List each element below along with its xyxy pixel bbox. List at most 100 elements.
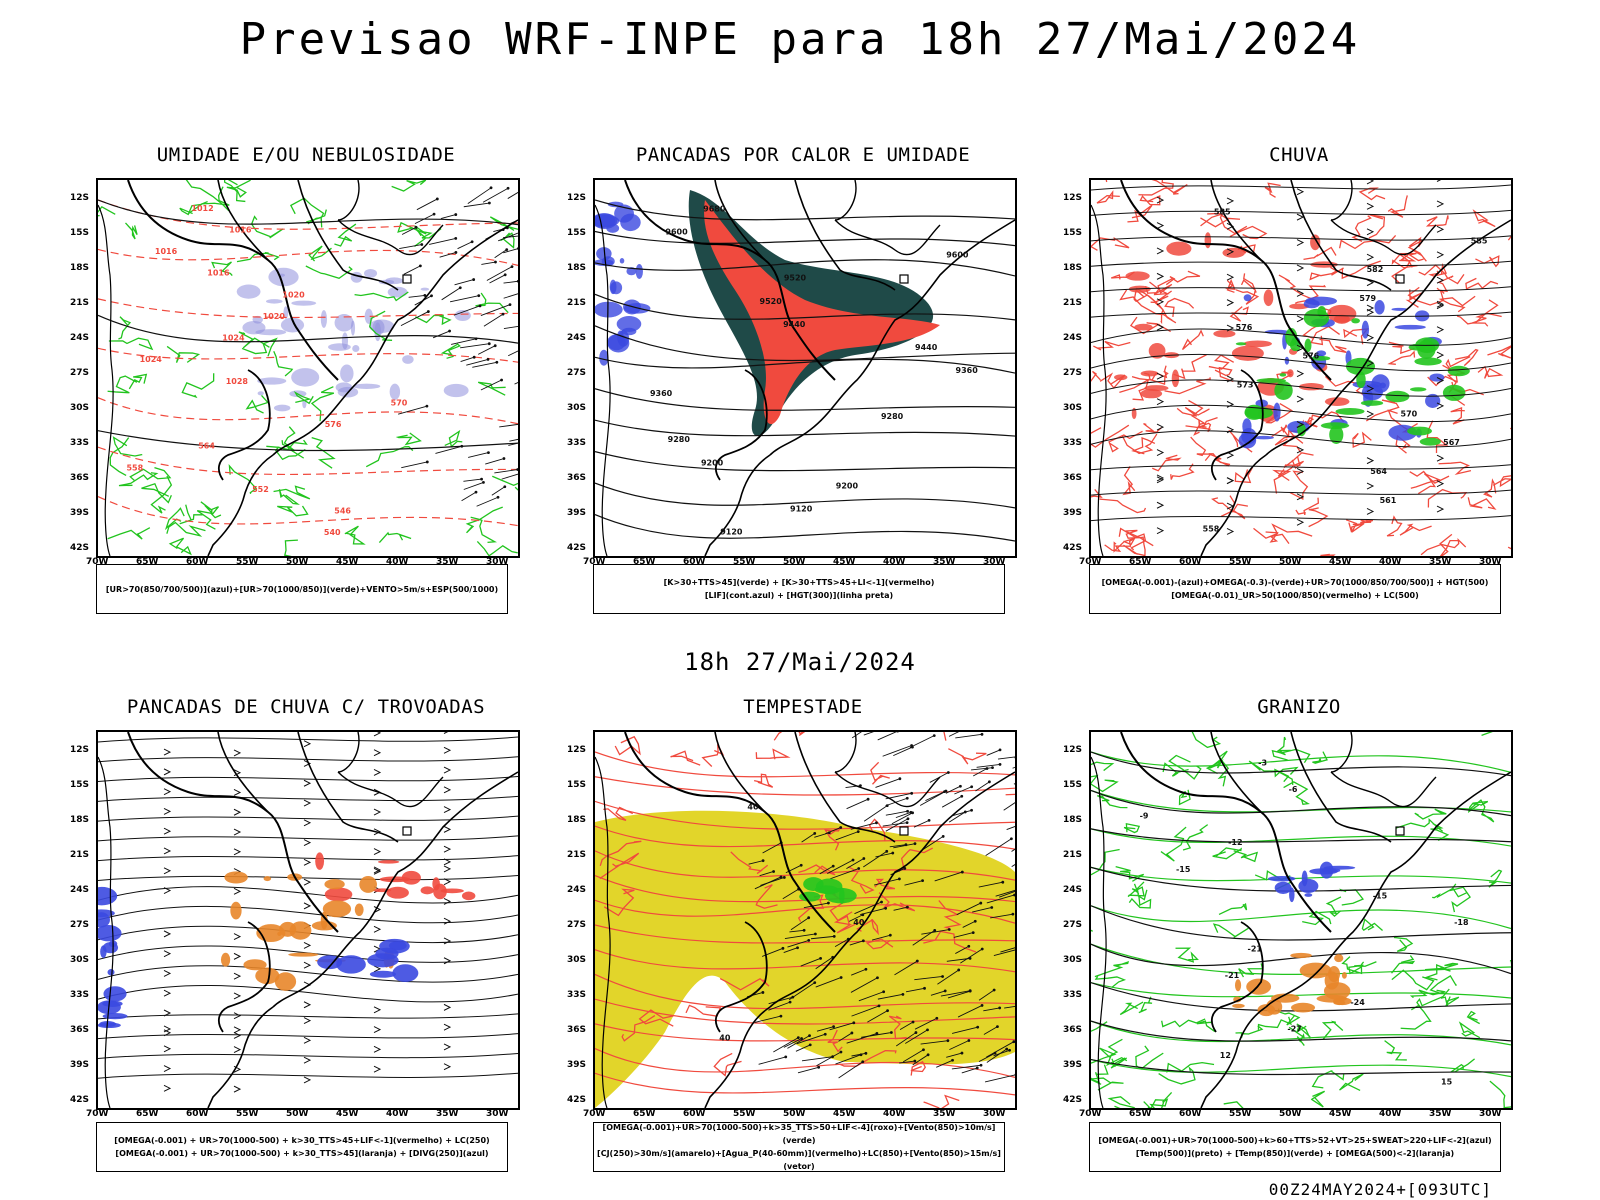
wind-vector <box>936 1059 953 1068</box>
omega-ur-area-red <box>1399 252 1424 262</box>
uruguay-border <box>1210 369 1264 481</box>
wind-vector <box>810 935 835 940</box>
wind-vector <box>905 987 925 993</box>
storm-area-red <box>379 876 411 883</box>
omega-area-green <box>1256 378 1286 383</box>
wind-vector-head <box>884 906 888 910</box>
wind-vector <box>457 241 473 250</box>
streamline-arrow <box>163 867 172 875</box>
wind-vector-head <box>472 355 476 359</box>
contour-line <box>595 325 1015 362</box>
ur-1000-850-contour <box>306 209 327 225</box>
wind-vector <box>449 295 479 303</box>
wind-vector-head <box>943 989 947 993</box>
omega-ur-area-red <box>1391 253 1418 269</box>
latitude-tick-label: 15S <box>567 228 587 238</box>
wind-vector <box>768 1001 791 1011</box>
temp-850-contour <box>1182 824 1209 851</box>
omega-ur-area-red <box>1264 182 1281 198</box>
streamline-arrow <box>373 1045 382 1053</box>
omega-ur-area-red <box>1235 289 1260 305</box>
wind-vector-head <box>425 404 429 408</box>
omega-ur-area-red <box>1405 289 1423 308</box>
wind-vector-head <box>970 808 973 812</box>
wind-vector-head <box>501 312 505 316</box>
west-coastline <box>1091 204 1107 556</box>
ur-1000-850-contour <box>369 310 393 341</box>
wind-vector-head <box>910 791 914 795</box>
panel-title: PANCADAS DE CHUVA C/ TROVOADAS <box>126 696 486 718</box>
temp-850-contour <box>1168 754 1202 780</box>
omega-ur-area-red <box>1151 180 1188 195</box>
wind-vector <box>997 756 1015 760</box>
omega-area-green <box>1335 407 1365 415</box>
latitude-tick-label: 30S <box>70 403 90 413</box>
omega-ur-area-red <box>1122 466 1136 496</box>
omega-ur-area-red <box>1140 370 1159 377</box>
wind-vector <box>941 795 962 808</box>
wind-vector <box>953 932 974 938</box>
wind-vector <box>401 226 417 235</box>
wind-vector-head <box>800 1037 803 1040</box>
wind-vector <box>952 1026 978 1034</box>
wind-vector-head <box>482 480 485 484</box>
wind-vector-head <box>909 810 913 814</box>
federal-district <box>1395 826 1405 836</box>
longitude-tick-label: 45W <box>1329 557 1352 567</box>
omega-ur-area-red <box>1295 411 1345 428</box>
temp-850-contour <box>1312 751 1328 764</box>
contour-label: 558 <box>1203 525 1220 534</box>
contour-label: 576 <box>1236 323 1253 332</box>
streamline-arrow <box>1156 222 1165 229</box>
lif-contour <box>621 327 637 336</box>
streamline-arrow <box>1226 248 1235 256</box>
temp-850-contour <box>1271 748 1311 764</box>
wind-vector <box>815 977 842 988</box>
wind-vector <box>976 763 1001 768</box>
omega-ur-area-red <box>1204 232 1212 249</box>
contour-label: 579 <box>1359 294 1376 303</box>
streamline-arrow <box>443 806 452 814</box>
wind-vector-head <box>510 265 514 269</box>
longitude-tick-label: 40W <box>1379 1109 1402 1119</box>
wind-vector-head <box>906 905 909 909</box>
omega-ur-area-red <box>1152 454 1182 472</box>
omega-area-green <box>1419 437 1441 446</box>
jet-stream-area-yellow <box>595 810 1015 1108</box>
omega-ur-area-red <box>1472 209 1496 228</box>
omega-ur-area-red <box>1327 304 1357 323</box>
wind-vector-head <box>967 944 971 948</box>
wind-vector <box>914 976 943 981</box>
lif-contour <box>595 301 623 318</box>
streamline-arrow <box>233 1085 242 1093</box>
wind-vector <box>485 458 505 465</box>
wind-vector-head <box>832 1025 835 1029</box>
wind-vector-head <box>470 240 474 244</box>
wind-vector <box>401 461 428 469</box>
streamline-arrow <box>233 972 242 980</box>
wind-vector-head <box>851 858 855 862</box>
wind-vector-head <box>508 303 512 307</box>
streamline-arrow <box>1226 528 1235 535</box>
streamline-arrow <box>1366 334 1375 342</box>
latitude-tick-label: 24S <box>567 333 587 343</box>
streamline-arrow <box>443 1003 452 1011</box>
omega-ur-area-red <box>1108 430 1143 453</box>
forecast-map: -3 -6 -9 -12 -15 -15 -18 -21 -21 -24 -27 12 15 <box>1089 730 1513 1110</box>
temp-850-contour <box>1091 761 1115 772</box>
streamline-arrow <box>1226 299 1235 307</box>
wind-vector-head <box>1005 1047 1009 1051</box>
ur-1000-850-contour <box>477 381 506 396</box>
streamline-arrow <box>1366 228 1375 236</box>
wind-vector-head <box>891 851 895 855</box>
streamline-arrow <box>373 1006 382 1014</box>
temp-850-contour <box>1091 1077 1124 1091</box>
storm-area-orange <box>263 876 272 882</box>
wind-vector-head <box>813 832 817 835</box>
contour-line <box>595 924 1015 944</box>
wind-vector-head <box>932 734 936 738</box>
temp-850-contour <box>1488 869 1503 888</box>
wind-vector <box>851 732 862 739</box>
wind-vector-head <box>864 1051 868 1055</box>
wind-vector-head <box>861 939 865 943</box>
